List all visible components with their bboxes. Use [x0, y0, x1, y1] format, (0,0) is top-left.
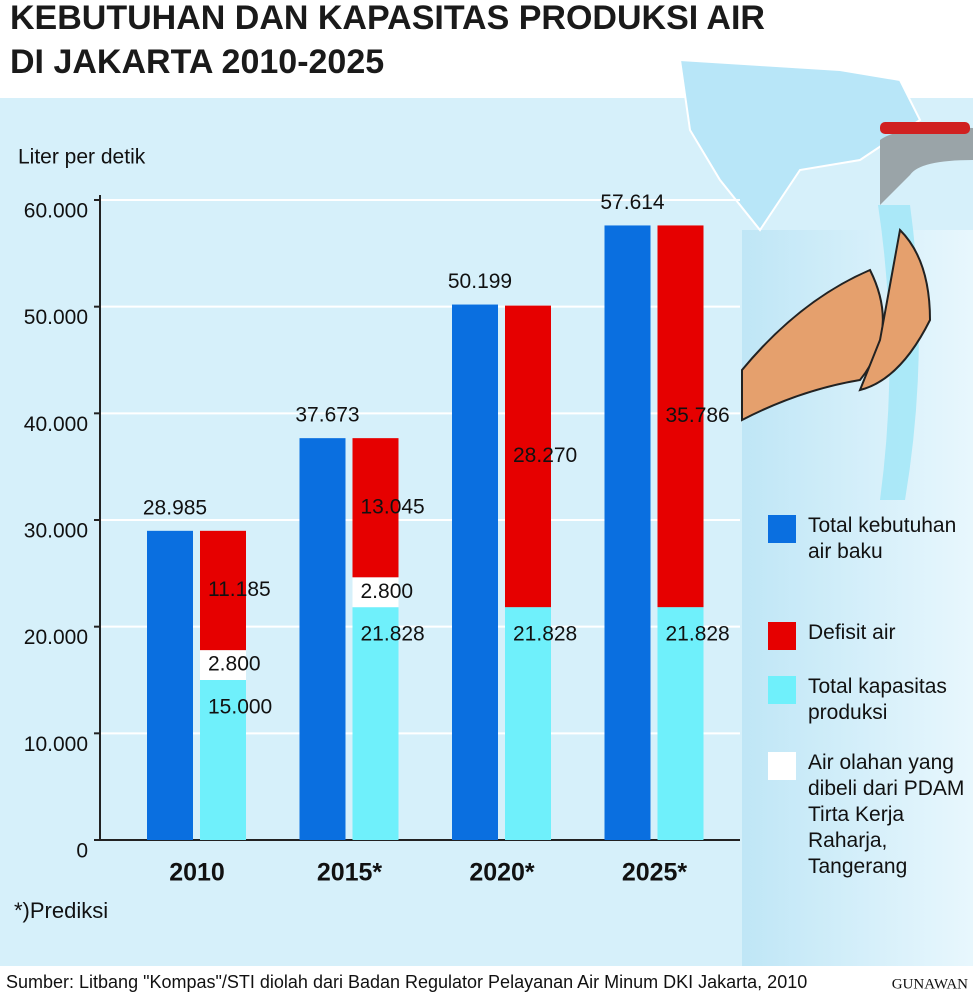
- bar-segment: [200, 530, 246, 651]
- value-label: 37.673: [295, 404, 359, 427]
- bar-segment: [352, 607, 399, 840]
- bar-segment: [657, 225, 704, 608]
- legend-swatch: [768, 622, 796, 650]
- legend-label: Total kapasitas produksi: [808, 675, 947, 724]
- y-tick-label: 40.000: [24, 413, 88, 436]
- y-tick-label: 60.000: [24, 200, 88, 223]
- bar: [452, 304, 498, 840]
- y-tick-label: 50.000: [24, 306, 88, 329]
- legend-label: Defisit air: [808, 621, 896, 644]
- bar: [604, 225, 651, 840]
- x-tick-label: 2025*: [622, 859, 688, 887]
- y-tick-label: 30.000: [24, 520, 88, 543]
- note: *)Prediksi: [14, 898, 108, 923]
- value-label: 28.985: [143, 496, 207, 519]
- x-tick-label: 2010: [169, 859, 225, 887]
- chart-title: KEBUTUHAN DAN KAPASITAS PRODUKSI AIR: [10, 0, 765, 37]
- legend-label: Air olahan yang dibeli dari PDAM Tirta K…: [808, 751, 965, 878]
- value-label: 35.786: [666, 404, 730, 427]
- bar-segment: [505, 607, 551, 840]
- value-label: 15.000: [208, 696, 272, 719]
- bar: [147, 530, 193, 840]
- legend-swatch: [768, 752, 796, 780]
- bar-segment: [200, 680, 246, 840]
- value-label: 11.185: [208, 578, 271, 601]
- bar-segment: [352, 577, 399, 608]
- value-label: 21.828: [666, 623, 730, 646]
- value-label: 2.800: [361, 580, 414, 603]
- y-tick-label: 10.000: [24, 733, 88, 756]
- bar-segment: [505, 305, 551, 608]
- faucet-handle: [880, 122, 970, 134]
- legend-label: Total kebutuhan air baku: [808, 514, 957, 563]
- bar: [299, 438, 346, 840]
- bar-segment: [352, 438, 399, 578]
- faucet: [880, 127, 973, 205]
- y-tick-label: 20.000: [24, 626, 88, 649]
- value-label: 21.828: [513, 623, 577, 646]
- value-label: 50.199: [448, 270, 512, 293]
- x-tick-label: 2020*: [469, 859, 535, 887]
- legend-swatch: [768, 515, 796, 543]
- y-tick-label: 0: [76, 840, 88, 863]
- value-label: 21.828: [361, 623, 425, 646]
- legend-swatch: [768, 676, 796, 704]
- map: [678, 58, 922, 232]
- bar-segment: [657, 607, 704, 840]
- value-label: 13.045: [361, 495, 425, 518]
- x-tick-label: 2015*: [317, 859, 383, 887]
- value-label: 28.270: [513, 444, 577, 467]
- bar-segment: [200, 650, 246, 680]
- credit: GUNAWAN: [892, 976, 968, 992]
- value-label: 2.800: [208, 653, 261, 676]
- chart-title: DI JAKARTA 2010-2025: [10, 43, 384, 81]
- value-label: 57.614: [600, 191, 665, 214]
- y-axis-label: Liter per detik: [18, 146, 146, 169]
- hand: [858, 227, 932, 392]
- source: Sumber: Litbang "Kompas"/STI diolah dari…: [6, 972, 807, 992]
